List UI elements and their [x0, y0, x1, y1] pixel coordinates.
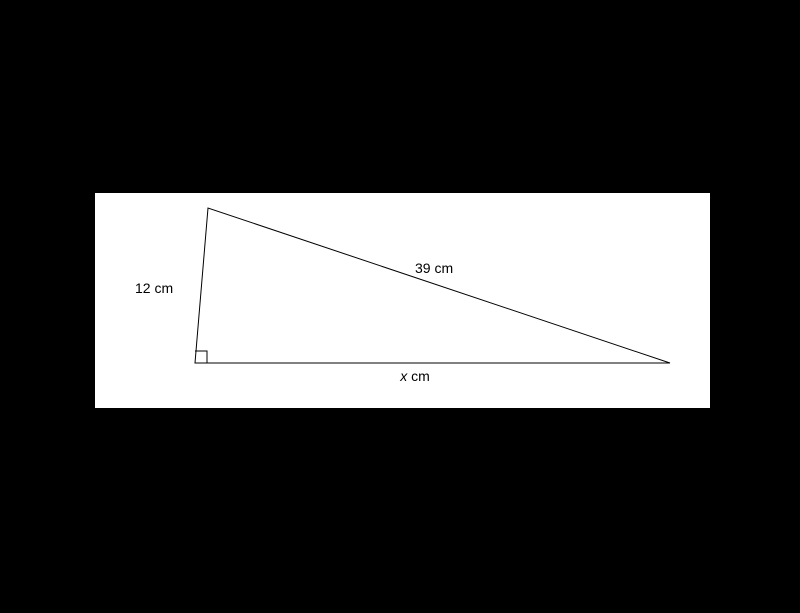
- right-angle-marker: [195, 351, 207, 363]
- label-base: x cm: [399, 368, 430, 384]
- label-hypotenuse: 39 cm: [415, 260, 453, 276]
- label-left-side: 12 cm: [135, 280, 173, 296]
- diagram-panel: 12 cm 39 cm x cm: [95, 193, 710, 408]
- label-base-suffix: cm: [407, 368, 430, 384]
- right-triangle: [195, 208, 670, 363]
- triangle-svg: 12 cm 39 cm x cm: [95, 193, 710, 408]
